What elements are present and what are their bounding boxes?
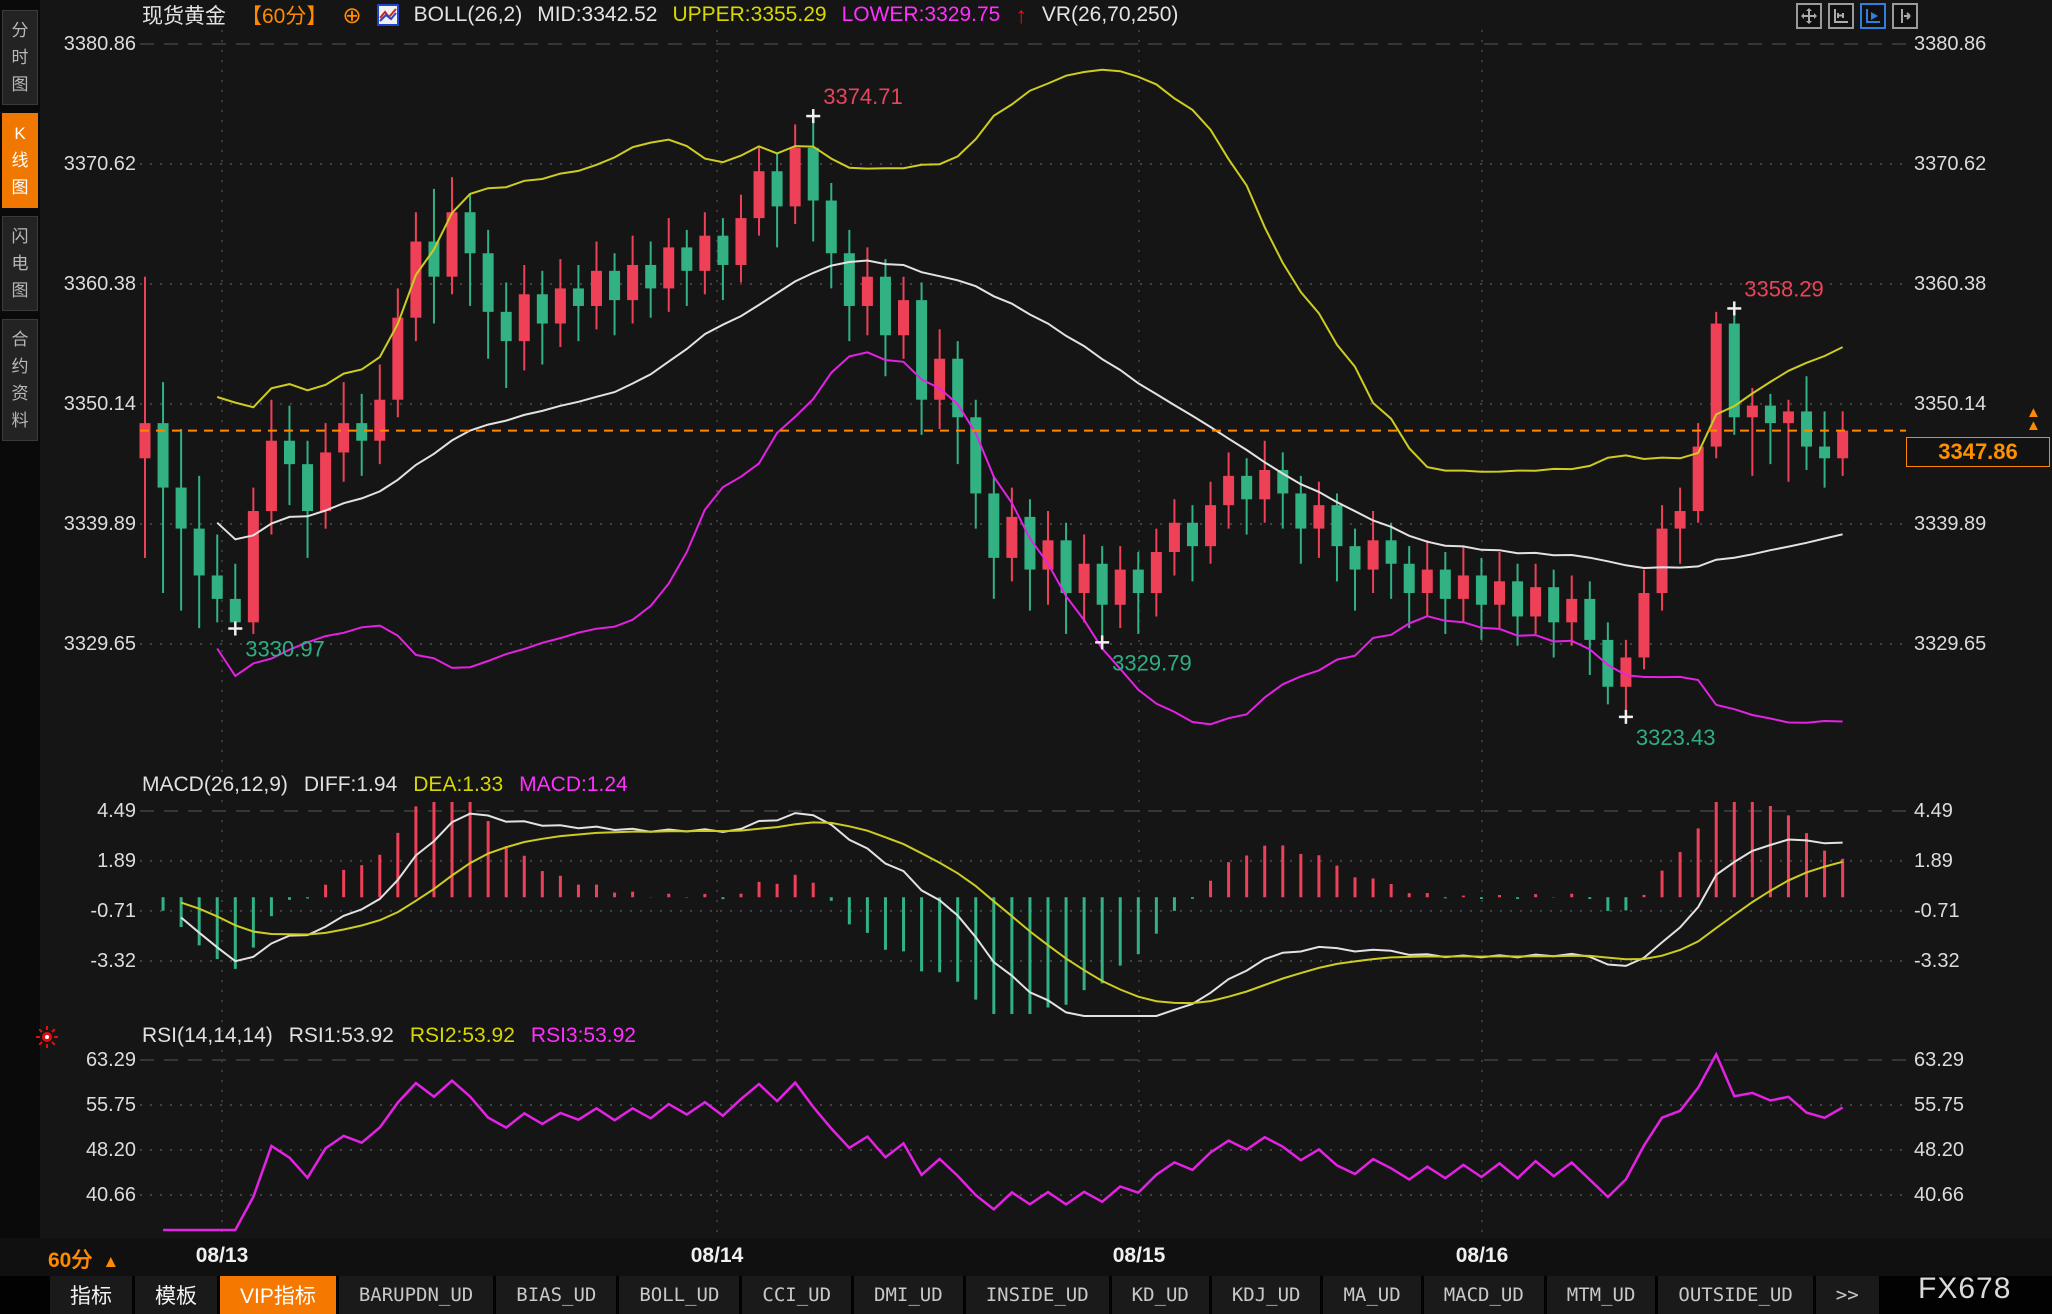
sidebar-item-2[interactable]: 闪 电 图 xyxy=(2,216,38,311)
tab-CCI_UD[interactable]: CCI_UD xyxy=(742,1276,852,1314)
axis-label: 48.20 xyxy=(1914,1139,1965,1162)
axis-label: 3380.86 xyxy=(1914,33,1987,55)
sidebar-item-3[interactable]: 合 约 资 料 xyxy=(2,319,38,441)
axis-label: -0.71 xyxy=(1914,899,1960,922)
pan-icon[interactable] xyxy=(1796,3,1822,29)
tab-[interactable]: >> xyxy=(1815,1276,1879,1314)
macd-title: MACD(26,12,9) xyxy=(142,773,288,796)
tab-KDJ_UD[interactable]: KDJ_UD xyxy=(1211,1276,1321,1314)
tab-INSIDE_UD[interactable]: INSIDE_UD xyxy=(965,1276,1109,1314)
axis-label: 63.29 xyxy=(85,1049,136,1071)
macd-header: MACD(26,12,9) DIFF:1.94 DEA:1.33 MACD:1.… xyxy=(142,772,628,798)
boll-lower-value: LOWER:3329.75 xyxy=(841,3,1001,26)
svg-text:3323.43: 3323.43 xyxy=(1636,725,1716,750)
date-label: 08/15 xyxy=(1112,1244,1166,1267)
axis-label: 55.75 xyxy=(1914,1093,1965,1116)
tab-VIP[interactable]: VIP指标 xyxy=(220,1276,336,1314)
tab-[interactable]: 指标 xyxy=(50,1276,132,1314)
tab-BOLL_UD[interactable]: BOLL_UD xyxy=(619,1276,740,1314)
boll-label: BOLL(26,2) xyxy=(413,3,523,26)
axis-label: 3350.14 xyxy=(63,392,136,415)
tab-OUTSIDE_UD[interactable]: OUTSIDE_UD xyxy=(1658,1276,1813,1314)
rsi-title: RSI(14,14,14) xyxy=(142,1024,273,1047)
rsi1-value: RSI1:53.92 xyxy=(288,1024,394,1047)
svg-text:3330.97: 3330.97 xyxy=(245,637,325,662)
boll-upper-value: UPPER:3355.29 xyxy=(672,3,827,26)
tab-BARUPDN_UD[interactable]: BARUPDN_UD xyxy=(338,1276,494,1314)
axis-label: 3380.86 xyxy=(63,33,136,55)
date-label: 08/16 xyxy=(1455,1244,1509,1267)
axis-label: 63.29 xyxy=(1914,1049,1965,1071)
watermark: FX678 xyxy=(1918,1272,2012,1305)
axis-label: 40.66 xyxy=(85,1184,136,1206)
axis-label: 4.49 xyxy=(97,800,136,822)
period-tag[interactable]: 【60分】 xyxy=(241,5,328,28)
axis-label: 48.20 xyxy=(85,1139,136,1162)
tab-DMI_UD[interactable]: DMI_UD xyxy=(854,1276,963,1314)
axis-label: 1.89 xyxy=(1914,849,1953,872)
axis-label: 55.75 xyxy=(85,1093,136,1116)
axis-label: 3329.65 xyxy=(63,633,136,655)
boll-mid-value: MID:3342.52 xyxy=(537,3,658,26)
axis-label: 1.89 xyxy=(97,849,136,872)
axis-label: 4.49 xyxy=(1914,800,1953,822)
vr-label: VR(26,70,250) xyxy=(1041,3,1179,26)
macd-diff-value: DIFF:1.94 xyxy=(303,773,398,796)
date-axis: 60分 ▲ 08/13 08/14 08/15 08/16 xyxy=(0,1238,2052,1276)
axis-shift-icon[interactable] xyxy=(1892,3,1918,29)
rsi3-value: RSI3:53.92 xyxy=(530,1024,636,1047)
axis-label: 3370.62 xyxy=(63,152,136,175)
axis-label: 3360.38 xyxy=(63,272,136,295)
axis-label: -3.32 xyxy=(90,950,136,972)
tab-MA_UD[interactable]: MA_UD xyxy=(1323,1276,1421,1314)
sidebar-item-1[interactable]: K 线 图 xyxy=(2,113,38,208)
sidebar-item-0[interactable]: 分 时 图 xyxy=(2,10,38,105)
tab-MTM_UD[interactable]: MTM_UD xyxy=(1546,1276,1656,1314)
indicator-tabs: 指标 模板 VIP指标 BARUPDN_UD BIAS_UD BOLL_UD CCI_UD D… xyxy=(0,1276,2052,1314)
circle-plus-icon[interactable]: ⊕ xyxy=(342,2,362,28)
mini-chart-icon[interactable] xyxy=(376,4,399,26)
chart-canvas[interactable]: 3374.71 3330.97 3329.79 3323.43 3358.29 xyxy=(40,0,2052,1240)
chart-type-sidebar: 分 时 图 K 线 图闪 电 图合 约 资 料 xyxy=(0,0,40,1238)
alert-icon[interactable] xyxy=(34,1024,60,1050)
indicator-header: 现货黄金 【60分】 ⊕ BOLL(26,2) MID:3342.52 UPPE… xyxy=(142,0,1178,30)
axis-play-icon[interactable] xyxy=(1860,3,1886,29)
triangle-up-icon: ▲ xyxy=(102,1252,120,1271)
axis-label: 3339.89 xyxy=(1914,513,1987,536)
last-price-badge: 3347.86 xyxy=(1906,437,2050,467)
chart-toolbar xyxy=(1796,3,1918,29)
axis-scale-icon[interactable] xyxy=(1828,3,1854,29)
tab-[interactable]: 模板 xyxy=(135,1276,217,1314)
symbol-name: 现货黄金 xyxy=(142,5,226,28)
svg-text:3358.29: 3358.29 xyxy=(1744,276,1824,301)
tab-BIAS_UD[interactable]: BIAS_UD xyxy=(496,1276,617,1314)
axis-label: 3339.89 xyxy=(63,513,136,536)
rsi-header: RSI(14,14,14) RSI1:53.92 RSI2:53.92 RSI3… xyxy=(142,1023,636,1049)
svg-text:3374.71: 3374.71 xyxy=(823,84,903,109)
svg-text:3329.79: 3329.79 xyxy=(1112,650,1192,675)
axis-label: 3370.62 xyxy=(1914,152,1987,175)
macd-value: MACD:1.24 xyxy=(519,773,628,796)
axis-label: 3350.14 xyxy=(1914,392,1987,415)
axis-label: -0.71 xyxy=(90,899,136,922)
axis-label: 3360.38 xyxy=(1914,272,1987,295)
axis-label: -3.32 xyxy=(1914,950,1960,972)
macd-dea-value: DEA:1.33 xyxy=(413,773,504,796)
axis-label: 3329.65 xyxy=(1914,633,1987,655)
axis-label: 40.66 xyxy=(1914,1184,1965,1206)
price-up-marker-icon: ▲ ▲ xyxy=(2026,404,2041,434)
date-label: 08/13 xyxy=(195,1244,249,1267)
tab-MACD_UD[interactable]: MACD_UD xyxy=(1423,1276,1544,1314)
date-label: 08/14 xyxy=(690,1244,744,1267)
rsi2-value: RSI2:53.92 xyxy=(409,1024,515,1047)
tab-KD_UD[interactable]: KD_UD xyxy=(1111,1276,1209,1314)
period-selector[interactable]: 60分 ▲ xyxy=(48,1244,119,1274)
period-selector-label: 60分 xyxy=(48,1249,93,1272)
up-arrow-icon: ↑ xyxy=(1015,1,1027,28)
